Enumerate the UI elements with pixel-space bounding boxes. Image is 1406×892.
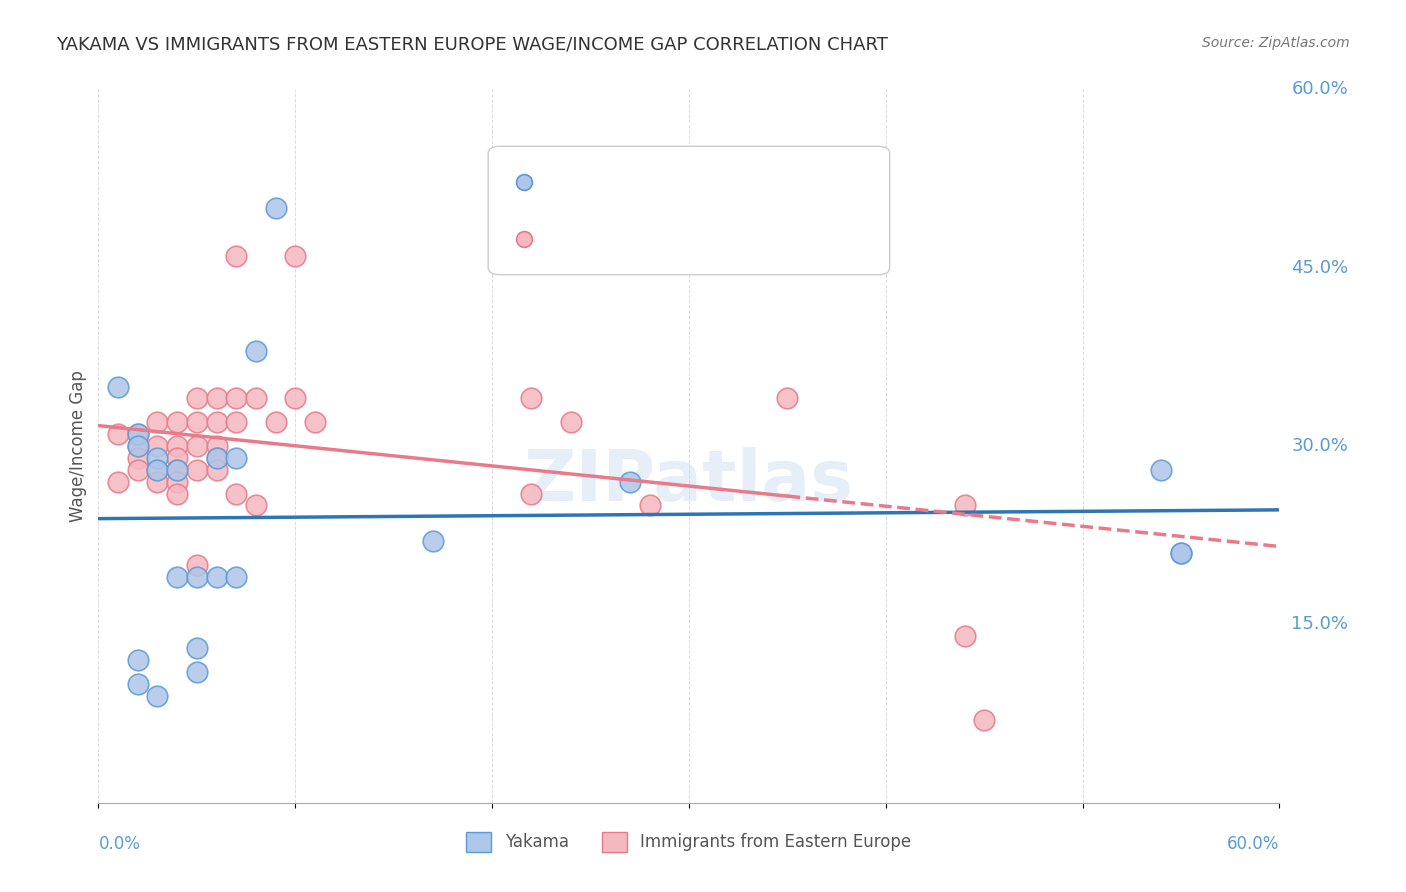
Point	[678, 249, 700, 263]
Point	[166, 475, 188, 489]
Point	[107, 379, 129, 393]
Point	[225, 570, 247, 584]
Point	[205, 439, 228, 453]
Point	[205, 463, 228, 477]
Text: 60.0%: 60.0%	[1291, 80, 1348, 98]
Point	[560, 415, 582, 429]
Point	[304, 415, 326, 429]
Point	[166, 463, 188, 477]
Point	[107, 475, 129, 489]
Text: 15.0%: 15.0%	[1291, 615, 1348, 633]
Point	[166, 570, 188, 584]
Point	[127, 677, 149, 691]
Point	[186, 641, 208, 656]
Point	[619, 475, 641, 489]
Point	[422, 534, 444, 549]
Point	[146, 475, 169, 489]
Text: N =: N =	[671, 173, 723, 191]
Point	[953, 499, 976, 513]
Text: R =: R =	[560, 230, 598, 248]
Point	[953, 629, 976, 643]
Point	[973, 713, 995, 727]
Point	[205, 570, 228, 584]
Point	[127, 463, 149, 477]
Point	[264, 415, 287, 429]
Text: 30.0%: 30.0%	[1291, 437, 1348, 455]
Point	[520, 392, 543, 406]
Point	[225, 415, 247, 429]
Point	[166, 439, 188, 453]
Point	[166, 450, 188, 465]
Point	[146, 689, 169, 703]
Point	[225, 486, 247, 500]
Text: YAKAMA VS IMMIGRANTS FROM EASTERN EUROPE WAGE/INCOME GAP CORRELATION CHART: YAKAMA VS IMMIGRANTS FROM EASTERN EUROPE…	[56, 36, 889, 54]
Point	[107, 427, 129, 442]
Point	[205, 392, 228, 406]
Text: 0.133: 0.133	[612, 230, 669, 248]
Text: ZIPatlas: ZIPatlas	[524, 447, 853, 516]
Point	[146, 415, 169, 429]
Point	[1170, 546, 1192, 560]
Text: N =: N =	[671, 230, 723, 248]
Point	[186, 392, 208, 406]
Point	[205, 450, 228, 465]
Point	[1170, 546, 1192, 560]
Text: 60.0%: 60.0%	[1227, 835, 1279, 853]
Text: 45.0%: 45.0%	[1291, 259, 1348, 277]
Text: 24: 24	[730, 173, 755, 191]
Point	[127, 439, 149, 453]
Point	[146, 463, 169, 477]
Point	[146, 439, 169, 453]
Point	[146, 450, 169, 465]
Point	[205, 415, 228, 429]
Point	[186, 463, 208, 477]
Point	[127, 427, 149, 442]
Point	[638, 499, 661, 513]
Point	[245, 392, 267, 406]
Point	[776, 392, 799, 406]
Point	[225, 249, 247, 263]
Point	[264, 201, 287, 215]
Point	[127, 450, 149, 465]
Point	[225, 392, 247, 406]
Point	[127, 653, 149, 667]
Point	[186, 439, 208, 453]
Point	[225, 450, 247, 465]
Point	[186, 570, 208, 584]
FancyBboxPatch shape	[488, 146, 890, 275]
Text: R =: R =	[560, 173, 598, 191]
Point	[245, 343, 267, 358]
Point	[245, 499, 267, 513]
Point	[186, 415, 208, 429]
Y-axis label: Wage/Income Gap: Wage/Income Gap	[69, 370, 87, 522]
Point	[166, 463, 188, 477]
Text: Source: ZipAtlas.com: Source: ZipAtlas.com	[1202, 36, 1350, 50]
Point	[520, 486, 543, 500]
Legend: Yakama, Immigrants from Eastern Europe: Yakama, Immigrants from Eastern Europe	[460, 825, 918, 859]
Point	[186, 558, 208, 572]
Point	[166, 415, 188, 429]
Point	[146, 463, 169, 477]
Point	[205, 450, 228, 465]
Text: 0.0%: 0.0%	[98, 835, 141, 853]
Point	[166, 486, 188, 500]
Text: 0.071: 0.071	[612, 173, 669, 191]
Point	[284, 249, 307, 263]
Point	[127, 439, 149, 453]
Point	[284, 392, 307, 406]
Text: 45: 45	[730, 230, 755, 248]
Point	[127, 427, 149, 442]
Point	[1150, 463, 1173, 477]
Point	[186, 665, 208, 679]
